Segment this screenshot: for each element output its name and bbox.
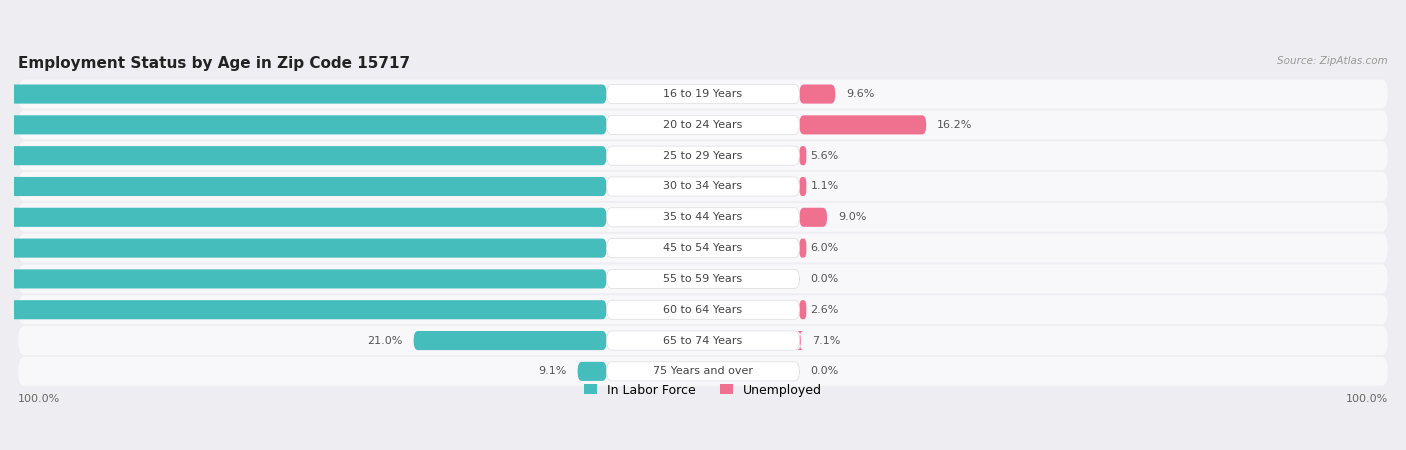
FancyBboxPatch shape — [0, 115, 606, 135]
FancyBboxPatch shape — [800, 115, 927, 135]
Text: 25 to 29 Years: 25 to 29 Years — [664, 151, 742, 161]
FancyBboxPatch shape — [0, 85, 606, 104]
FancyBboxPatch shape — [0, 300, 606, 320]
FancyBboxPatch shape — [606, 362, 800, 381]
FancyBboxPatch shape — [413, 331, 606, 350]
Text: 60 to 64 Years: 60 to 64 Years — [664, 305, 742, 315]
FancyBboxPatch shape — [800, 85, 835, 104]
FancyBboxPatch shape — [800, 208, 827, 227]
FancyBboxPatch shape — [18, 326, 1388, 355]
FancyBboxPatch shape — [606, 270, 800, 288]
FancyBboxPatch shape — [18, 203, 1388, 232]
Text: 5.6%: 5.6% — [810, 151, 839, 161]
Text: 1.1%: 1.1% — [810, 181, 839, 192]
FancyBboxPatch shape — [800, 177, 807, 196]
FancyBboxPatch shape — [0, 177, 606, 196]
Text: 45 to 54 Years: 45 to 54 Years — [664, 243, 742, 253]
FancyBboxPatch shape — [18, 110, 1388, 140]
FancyBboxPatch shape — [18, 80, 1388, 108]
FancyBboxPatch shape — [606, 300, 800, 320]
Text: 35 to 44 Years: 35 to 44 Years — [664, 212, 742, 222]
FancyBboxPatch shape — [606, 208, 800, 227]
FancyBboxPatch shape — [18, 172, 1388, 201]
FancyBboxPatch shape — [800, 146, 807, 165]
FancyBboxPatch shape — [606, 177, 800, 196]
Text: 75 Years and over: 75 Years and over — [652, 366, 754, 376]
Text: 6.0%: 6.0% — [810, 243, 839, 253]
FancyBboxPatch shape — [797, 331, 804, 350]
FancyBboxPatch shape — [606, 331, 800, 350]
Legend: In Labor Force, Unemployed: In Labor Force, Unemployed — [583, 383, 823, 396]
Text: Source: ZipAtlas.com: Source: ZipAtlas.com — [1277, 56, 1388, 67]
Text: 65 to 74 Years: 65 to 74 Years — [664, 336, 742, 346]
Text: 55 to 59 Years: 55 to 59 Years — [664, 274, 742, 284]
FancyBboxPatch shape — [0, 238, 606, 258]
Text: 7.1%: 7.1% — [811, 336, 841, 346]
FancyBboxPatch shape — [18, 234, 1388, 263]
FancyBboxPatch shape — [800, 238, 807, 258]
FancyBboxPatch shape — [18, 357, 1388, 386]
Text: 9.6%: 9.6% — [846, 89, 875, 99]
Text: 0.0%: 0.0% — [810, 274, 839, 284]
Text: 21.0%: 21.0% — [367, 336, 402, 346]
FancyBboxPatch shape — [0, 146, 606, 165]
FancyBboxPatch shape — [606, 146, 800, 165]
FancyBboxPatch shape — [18, 141, 1388, 170]
Text: 2.6%: 2.6% — [810, 305, 839, 315]
Text: 0.0%: 0.0% — [810, 366, 839, 376]
Text: 20 to 24 Years: 20 to 24 Years — [664, 120, 742, 130]
FancyBboxPatch shape — [18, 265, 1388, 293]
FancyBboxPatch shape — [18, 295, 1388, 324]
FancyBboxPatch shape — [0, 208, 606, 227]
FancyBboxPatch shape — [606, 238, 800, 258]
Text: 9.1%: 9.1% — [538, 366, 567, 376]
Text: 9.0%: 9.0% — [838, 212, 866, 222]
FancyBboxPatch shape — [0, 270, 606, 288]
FancyBboxPatch shape — [578, 362, 606, 381]
Text: 100.0%: 100.0% — [18, 394, 60, 404]
Text: 100.0%: 100.0% — [1346, 394, 1388, 404]
FancyBboxPatch shape — [606, 85, 800, 104]
Text: Employment Status by Age in Zip Code 15717: Employment Status by Age in Zip Code 157… — [18, 56, 411, 72]
FancyBboxPatch shape — [606, 115, 800, 135]
Text: 16 to 19 Years: 16 to 19 Years — [664, 89, 742, 99]
Text: 30 to 34 Years: 30 to 34 Years — [664, 181, 742, 192]
Text: 16.2%: 16.2% — [938, 120, 973, 130]
FancyBboxPatch shape — [800, 300, 807, 320]
